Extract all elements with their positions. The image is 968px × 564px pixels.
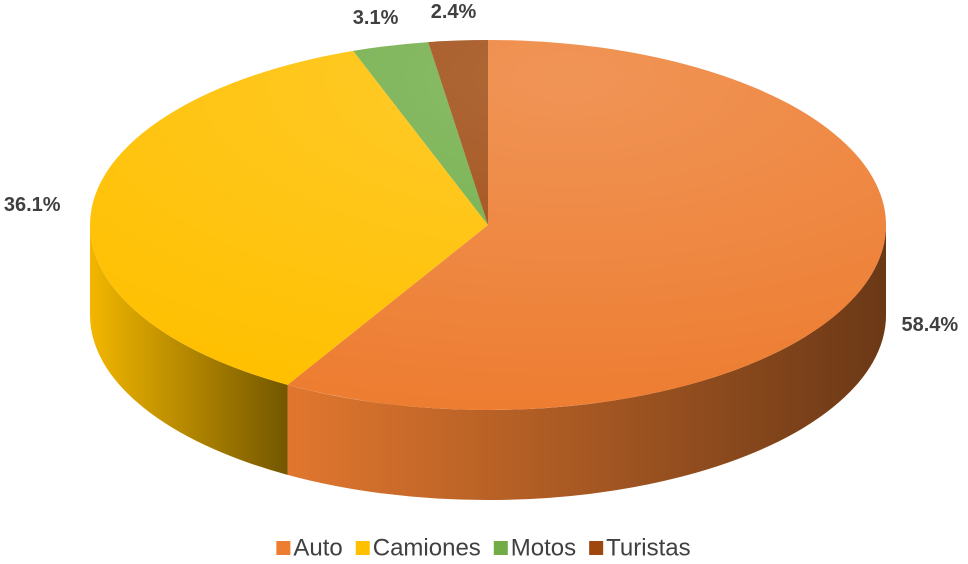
data-label: 58.4%	[901, 314, 958, 336]
pie	[89, 40, 886, 501]
data-label: 3.1%	[353, 7, 399, 29]
legend: Auto Camiones Motos Turistas	[276, 534, 691, 561]
legend-label: Auto	[293, 534, 342, 561]
legend-label: Motos	[511, 534, 576, 561]
slice-side-shade	[287, 225, 886, 501]
legend-label: Camiones	[373, 534, 481, 561]
legend-swatch	[355, 541, 370, 555]
slice-side-shade	[90, 225, 288, 475]
labels: 58.4% 36.1% 3.1% 2.4%	[4, 1, 959, 336]
legend-swatch	[493, 541, 508, 555]
data-label: 36.1%	[4, 194, 61, 216]
gloss	[90, 40, 886, 410]
legend-label: Turistas	[606, 534, 690, 561]
legend-swatch	[589, 541, 604, 555]
data-label: 2.4%	[431, 1, 477, 23]
legend-swatch	[276, 541, 291, 555]
